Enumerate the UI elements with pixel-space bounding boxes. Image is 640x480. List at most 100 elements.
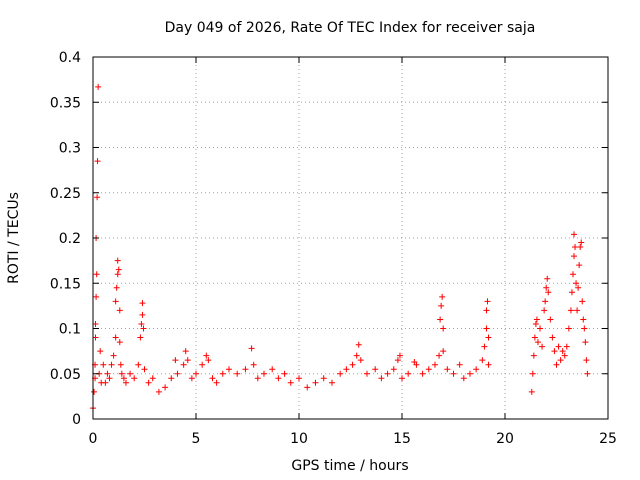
data-point: [563, 343, 570, 350]
data-point: [483, 325, 490, 332]
data-point: [547, 316, 554, 323]
x-axis-label: GPS time / hours: [291, 458, 408, 474]
y-axis-ticks: 0 0.05 0.1 0.15 0.2 0.25 0.3 0.35 0.4: [50, 50, 608, 428]
data-point: [437, 316, 444, 323]
data-points: [90, 83, 591, 412]
data-point: [574, 307, 581, 314]
data-point: [484, 298, 491, 305]
data-point: [127, 370, 134, 377]
data-point: [114, 271, 121, 278]
data-point: [537, 325, 544, 332]
data-point: [569, 271, 576, 278]
data-point: [320, 375, 327, 382]
data-point: [114, 257, 121, 264]
data-point: [248, 345, 255, 352]
data-point: [209, 375, 216, 382]
data-point: [112, 334, 119, 341]
data-point: [131, 375, 138, 382]
data-point: [481, 343, 488, 350]
grid-lines: [93, 57, 608, 419]
data-point: [541, 307, 548, 314]
data-point: [439, 293, 446, 300]
data-point: [571, 231, 578, 238]
data-point: [399, 375, 405, 382]
y-tick-label: 0.1: [59, 322, 81, 338]
data-point: [94, 194, 101, 201]
data-point: [384, 370, 391, 377]
x-tick-label: 5: [192, 431, 201, 447]
data-point: [571, 253, 578, 260]
data-point: [93, 271, 100, 278]
data-point: [466, 370, 473, 377]
data-point: [260, 370, 267, 377]
data-point: [180, 361, 187, 368]
data-point: [149, 375, 156, 382]
data-point: [106, 375, 113, 382]
x-tick-label: 0: [89, 431, 98, 447]
data-point: [145, 379, 152, 386]
data-point: [561, 352, 568, 359]
y-tick-label: 0.2: [59, 231, 81, 247]
data-point: [139, 311, 146, 318]
data-point: [184, 357, 191, 364]
data-point: [219, 370, 226, 377]
data-point: [242, 366, 249, 373]
data-point: [555, 343, 562, 350]
data-point: [551, 348, 558, 355]
data-point: [372, 366, 379, 373]
data-point: [100, 361, 107, 368]
data-point: [568, 289, 575, 296]
data-point: [93, 293, 100, 300]
data-point: [174, 370, 181, 377]
data-point: [120, 375, 127, 382]
data-point: [396, 352, 403, 359]
data-point: [413, 361, 420, 368]
data-point: [116, 307, 123, 314]
data-point: [139, 300, 146, 307]
data-point: [577, 244, 584, 251]
data-point: [460, 375, 467, 382]
data-point: [115, 266, 122, 273]
data-point: [225, 366, 232, 373]
data-point: [440, 348, 447, 355]
data-point: [543, 284, 550, 291]
data-point: [118, 370, 125, 377]
data-point: [287, 379, 294, 386]
data-point: [182, 348, 189, 355]
data-point: [102, 379, 109, 386]
data-point: [425, 366, 432, 373]
y-tick-label: 0.25: [50, 186, 81, 202]
data-point: [343, 366, 350, 373]
data-point: [110, 352, 117, 359]
data-point: [269, 366, 276, 373]
data-point: [357, 357, 364, 364]
x-tick-label: 10: [290, 431, 308, 447]
data-point: [135, 361, 142, 368]
data-point: [141, 366, 148, 373]
data-point: [572, 244, 579, 251]
data-point: [575, 284, 582, 291]
data-point: [117, 361, 124, 368]
data-point: [456, 361, 463, 368]
data-point: [199, 361, 206, 368]
data-point: [473, 366, 480, 373]
data-point: [97, 348, 104, 355]
data-point: [579, 298, 586, 305]
data-point: [559, 348, 566, 355]
data-point: [483, 307, 490, 314]
data-point: [580, 316, 587, 323]
data-point: [304, 384, 311, 391]
y-tick-label: 0.3: [59, 141, 81, 157]
data-point: [573, 280, 580, 287]
data-point: [532, 320, 539, 327]
data-point: [542, 298, 549, 305]
data-point: [363, 370, 370, 377]
data-point: [213, 379, 220, 386]
data-point: [337, 370, 344, 377]
data-point: [436, 352, 443, 359]
data-point: [113, 284, 120, 291]
data-point: [353, 352, 360, 359]
x-tick-label: 25: [599, 431, 617, 447]
chart-title: Day 049 of 2026, Rate Of TEC Index for r…: [165, 20, 536, 36]
